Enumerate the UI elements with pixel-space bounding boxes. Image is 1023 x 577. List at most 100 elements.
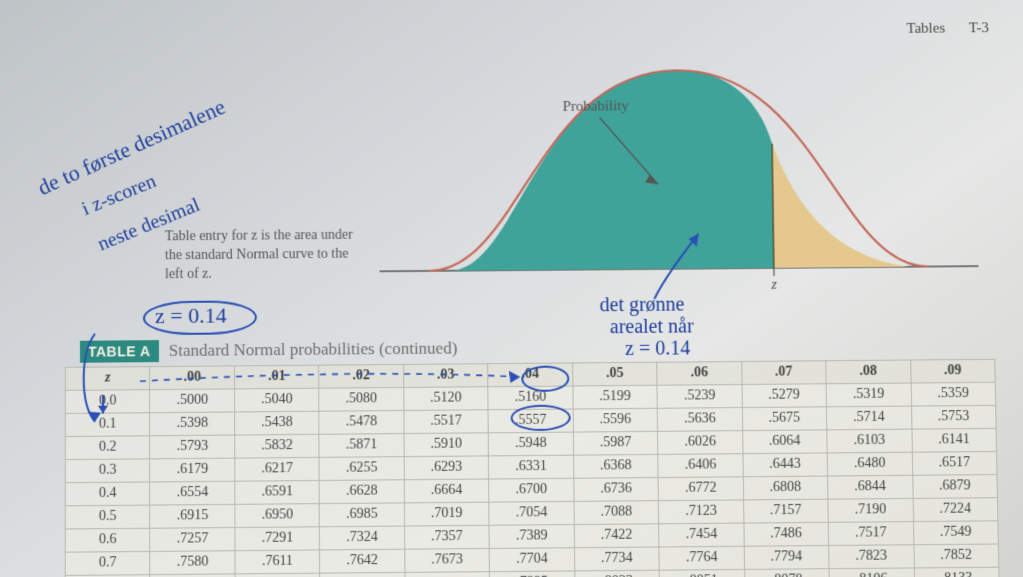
cell: .7704 [489,548,574,572]
cell: .7823 [829,545,914,569]
cell: .6700 [489,478,574,502]
cell: .5040 [235,388,320,412]
cell: .5199 [573,385,658,409]
page-header: Tables T-3 [906,20,989,37]
cell: .6179 [150,458,235,482]
cell: .5080 [319,387,404,411]
circle-zequals [143,300,257,335]
header-pagenum: T-3 [969,20,989,36]
col-d06: .06 [657,361,742,385]
cell: .6844 [828,475,913,499]
cell: .6141 [911,428,996,452]
page: Tables T-3 z Probability Table entry for… [0,0,1023,577]
col-d05: .05 [572,362,657,386]
cell: .5279 [742,384,827,408]
row-z: 0.0 [65,390,150,414]
cell: .7454 [659,523,744,547]
col-d07: .07 [741,361,826,385]
cell: .6736 [574,478,659,502]
cell: .7794 [744,545,829,569]
cell [320,572,405,577]
handwriting-z: z = 0.14 [155,303,227,330]
cell: .7422 [574,524,659,548]
cell: .6480 [827,452,912,476]
cell: .7549 [913,521,998,545]
row-z: 0.7 [65,551,150,575]
cell: .6064 [742,430,827,454]
z-table: z.00.01.02.03.04.05.06.07.08.09 0.0.5000… [65,359,1000,577]
cell: .7019 [404,502,489,526]
row-z: 0.1 [65,413,150,437]
cell: .6808 [743,476,828,500]
cell: .6915 [150,504,235,528]
cell: .7611 [235,550,320,574]
cell: .6554 [150,481,235,505]
cell: .5478 [319,410,404,434]
cell: .5596 [573,408,658,432]
cell: .7642 [320,549,405,573]
col-d03: .03 [403,364,488,388]
col-d02: .02 [319,364,404,388]
cell: .5000 [150,389,235,413]
cell: .6985 [320,503,405,527]
cell: .6628 [319,480,404,504]
table-subtitle: Standard Normal probabilities (continued… [169,338,458,360]
cell: .7486 [744,522,829,546]
cell: .7224 [913,498,998,522]
cell: .6026 [658,431,743,455]
cell: .8133 [914,567,999,577]
cell: .5319 [826,383,911,407]
caption-line: the standard Normal curve to the [165,245,405,266]
row-z: 0.3 [65,459,150,483]
row-z: 0.6 [65,528,150,552]
cell: .7389 [489,525,574,549]
row-z: 0.5 [65,505,150,529]
cell: .6517 [912,451,997,475]
cell: .7995 [490,571,575,577]
cell: .5910 [404,433,489,457]
table-title: TABLE A Standard Normal probabilities (c… [80,338,457,361]
cell: .7517 [828,522,913,546]
cell [235,573,320,577]
cell: .5832 [235,434,320,458]
handwriting-g2: arealet når [610,315,694,339]
cell: .5160 [488,386,573,410]
cell: .7357 [404,525,489,549]
cell: .7673 [405,548,490,572]
cell: .5675 [742,407,827,431]
cell: .5871 [319,434,404,458]
cell: .6879 [912,475,997,499]
probability-label: Probability [563,98,630,114]
cell: .5753 [911,405,996,429]
cell: .7088 [574,501,659,525]
handwriting-a: de to første desimalene [34,94,230,201]
cell: .6443 [743,453,828,477]
col-d04: .04 [488,363,573,387]
caption-line: left of z. [165,264,405,285]
cell: .6331 [489,455,574,479]
cell: .8106 [829,568,914,577]
cell: .6217 [235,457,320,481]
cell [405,572,490,577]
row-z: 0.2 [65,436,150,460]
shaded-right [772,143,909,268]
cell: .5120 [404,387,489,411]
cell: .5948 [488,432,573,456]
cell: .6103 [827,429,912,453]
handwriting-b: i z-scoren [79,170,160,221]
col-d01: .01 [234,365,319,389]
cell: .6368 [573,454,658,478]
cell: .6664 [404,479,489,503]
handwriting-g1: det grønne [599,294,684,318]
table-badge: TABLE A [80,340,159,363]
cell: .7123 [659,500,744,524]
cell: .6293 [404,456,489,480]
cell: .5714 [827,406,912,430]
cell: .5398 [150,412,235,436]
row-z: 0.4 [65,482,150,506]
cell: .6591 [235,480,320,504]
cell: .7257 [150,528,235,552]
col-d08: .08 [826,360,911,384]
cell: .6950 [235,504,320,528]
col-d09: .09 [910,359,995,383]
